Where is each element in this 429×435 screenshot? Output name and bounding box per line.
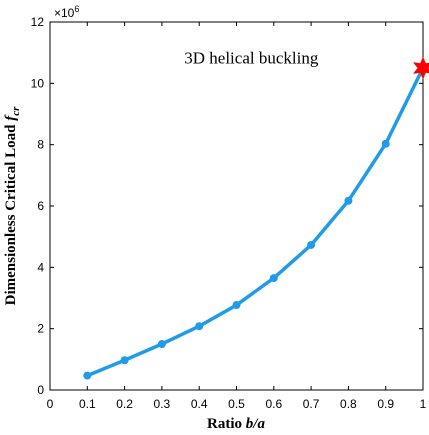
data-point — [157, 340, 166, 348]
data-point — [344, 196, 353, 205]
x-tick-label: 0.2 — [116, 397, 133, 411]
x-tick-label: 0.9 — [377, 397, 394, 411]
y-tick-label: 10 — [31, 76, 45, 90]
x-ticks: 0 0.1 0.2 0.3 0.4 0.5 0.6 0.7 0.8 0.9 1 — [47, 22, 427, 411]
data-point — [307, 240, 316, 249]
y-multiplier: ×106 — [54, 4, 79, 20]
y-tick-label: 0 — [37, 383, 44, 397]
y-tick-label: 6 — [37, 199, 44, 213]
data-point — [120, 356, 129, 365]
series-layer — [83, 56, 429, 380]
data-point — [232, 301, 241, 310]
x-tick-label: 0.5 — [228, 397, 245, 411]
series-line — [86, 67, 425, 378]
y-tick-label: 12 — [31, 15, 45, 29]
y-tick-label: 2 — [37, 322, 44, 336]
x-tick-label: 0.8 — [340, 397, 357, 411]
data-point — [195, 322, 204, 331]
x-tick-label: 0.4 — [191, 397, 208, 411]
x-axis-title: Ratio b/a — [207, 416, 265, 432]
data-point — [83, 371, 92, 380]
x-tick-label: 0.6 — [265, 397, 282, 411]
data-point — [381, 139, 390, 148]
plot-area — [50, 22, 423, 390]
x-tick-label: 0 — [47, 397, 54, 411]
annotation-helical-buckling: 3D helical buckling — [184, 48, 319, 67]
y-ticks: 0 2 4 6 8 10 12 — [31, 15, 423, 397]
buckling-star-marker — [412, 56, 429, 80]
y-tick-label: 4 — [37, 260, 44, 274]
y-axis-title: Dimensionless Critical Load fcr — [3, 106, 22, 305]
data-point — [269, 274, 278, 283]
x-tick-label: 1 — [420, 397, 427, 411]
x-tick-label: 0.3 — [154, 397, 171, 411]
y-tick-label: 8 — [37, 138, 44, 152]
x-tick-label: 0.1 — [79, 397, 96, 411]
x-tick-label: 0.7 — [303, 397, 320, 411]
